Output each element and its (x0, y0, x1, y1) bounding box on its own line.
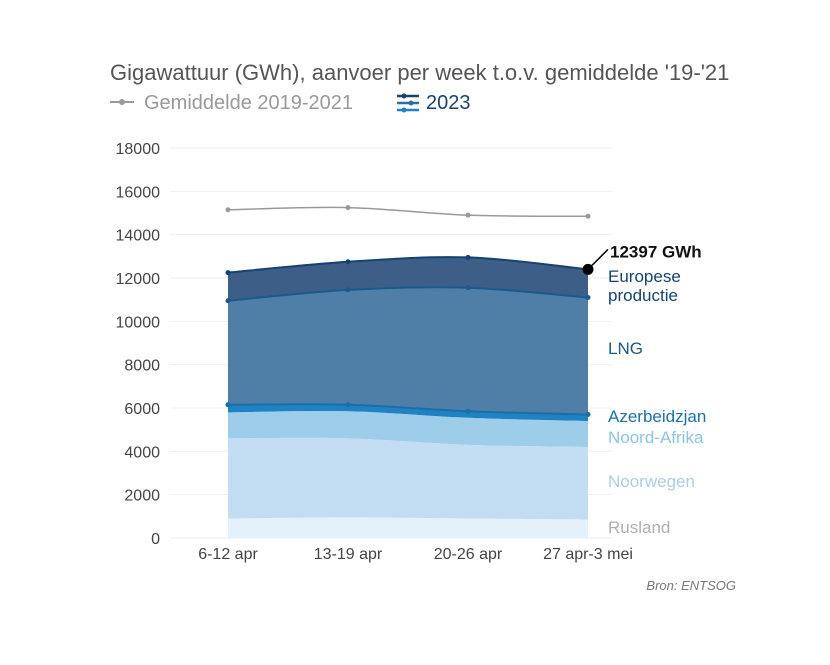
y-tick-label: 14000 (116, 228, 161, 245)
legend-item-2023[interactable]: 2023 (397, 92, 471, 114)
x-tick-label: 27 apr-3 mei (543, 546, 633, 563)
x-tick-label: 6-12 apr (198, 546, 258, 563)
series-label-rusland: Rusland (608, 518, 670, 537)
y-tick-label: 10000 (116, 314, 161, 331)
area-europese-productie (228, 257, 588, 301)
data-point[interactable] (465, 285, 471, 291)
average-data-point[interactable] (225, 207, 231, 213)
area-rusland (228, 517, 588, 538)
annotation: 12397 GWh (582, 242, 702, 275)
area-noorwegen (228, 437, 588, 520)
y-tick-label: 0 (151, 531, 160, 548)
area-noord-afrika (228, 410, 588, 447)
line-europese-productie (227, 256, 589, 274)
average-data-point[interactable] (345, 205, 351, 211)
x-tick-label: 13-19 apr (314, 546, 383, 563)
y-tick-label: 8000 (124, 358, 160, 375)
y-tick-label: 18000 (116, 141, 161, 158)
stacked-series-icon (397, 93, 419, 113)
legend-2023-label: 2023 (426, 92, 471, 114)
series-label-azerbeidzjan: Azerbeidzjan (608, 407, 706, 426)
average-data-point[interactable] (585, 213, 591, 219)
series-lines (225, 254, 591, 417)
series-label-noorwegen: Noorwegen (608, 472, 695, 491)
data-point[interactable] (465, 254, 471, 260)
data-point[interactable] (345, 402, 351, 408)
y-tick-label: 6000 (124, 401, 160, 418)
average-line (225, 205, 591, 219)
legend-average-label: Gemiddelde 2019-2021 (144, 92, 353, 114)
y-tick-label: 16000 (116, 184, 161, 201)
area-azerbeidzjan (228, 404, 588, 421)
average-data-point[interactable] (465, 212, 471, 218)
data-point[interactable] (345, 287, 351, 293)
area-lng (228, 287, 588, 415)
average-series-line (227, 206, 589, 217)
data-point[interactable] (585, 412, 591, 417)
legend: Gemiddelde 2019-2021 2023 (110, 92, 471, 114)
chart-title: Gigawattuur (GWh), aanvoer per week t.o.… (110, 60, 729, 85)
data-point[interactable] (225, 270, 231, 276)
series-label-noord-afrika: Noord-Afrika (608, 428, 704, 447)
series-label-europese-productie: Europese productie (608, 267, 681, 305)
stacked-areas (228, 257, 588, 538)
data-point[interactable] (465, 408, 471, 414)
y-tick-label: 2000 (124, 488, 160, 505)
annotation-label: 12397 GWh (610, 242, 702, 261)
y-axis: 0 2000 4000 6000 8000 10000 12000 14000 16000 180… (116, 141, 161, 548)
line-azerbeidzjan (227, 403, 589, 416)
line-lng (227, 286, 589, 302)
data-point[interactable] (225, 298, 231, 304)
annotation-leader (587, 248, 609, 270)
data-point[interactable] (225, 402, 231, 408)
y-tick-label: 4000 (124, 444, 160, 461)
legend-average-marker (119, 99, 125, 105)
series-label-lng: LNG (608, 339, 643, 358)
series-labels: Rusland Noorwegen Noord-Afrika Azerbeidzjan… (608, 267, 706, 537)
y-tick-label: 12000 (116, 271, 161, 288)
x-tick-label: 20-26 apr (434, 546, 503, 563)
legend-item-average[interactable]: Gemiddelde 2019-2021 (110, 92, 353, 114)
data-point[interactable] (585, 295, 591, 300)
data-point[interactable] (345, 259, 351, 265)
x-axis: 6-12 apr 13-19 apr 20-26 apr 27 apr-3 mei (198, 546, 633, 563)
source-note: Bron: ENTSOG (646, 578, 736, 593)
